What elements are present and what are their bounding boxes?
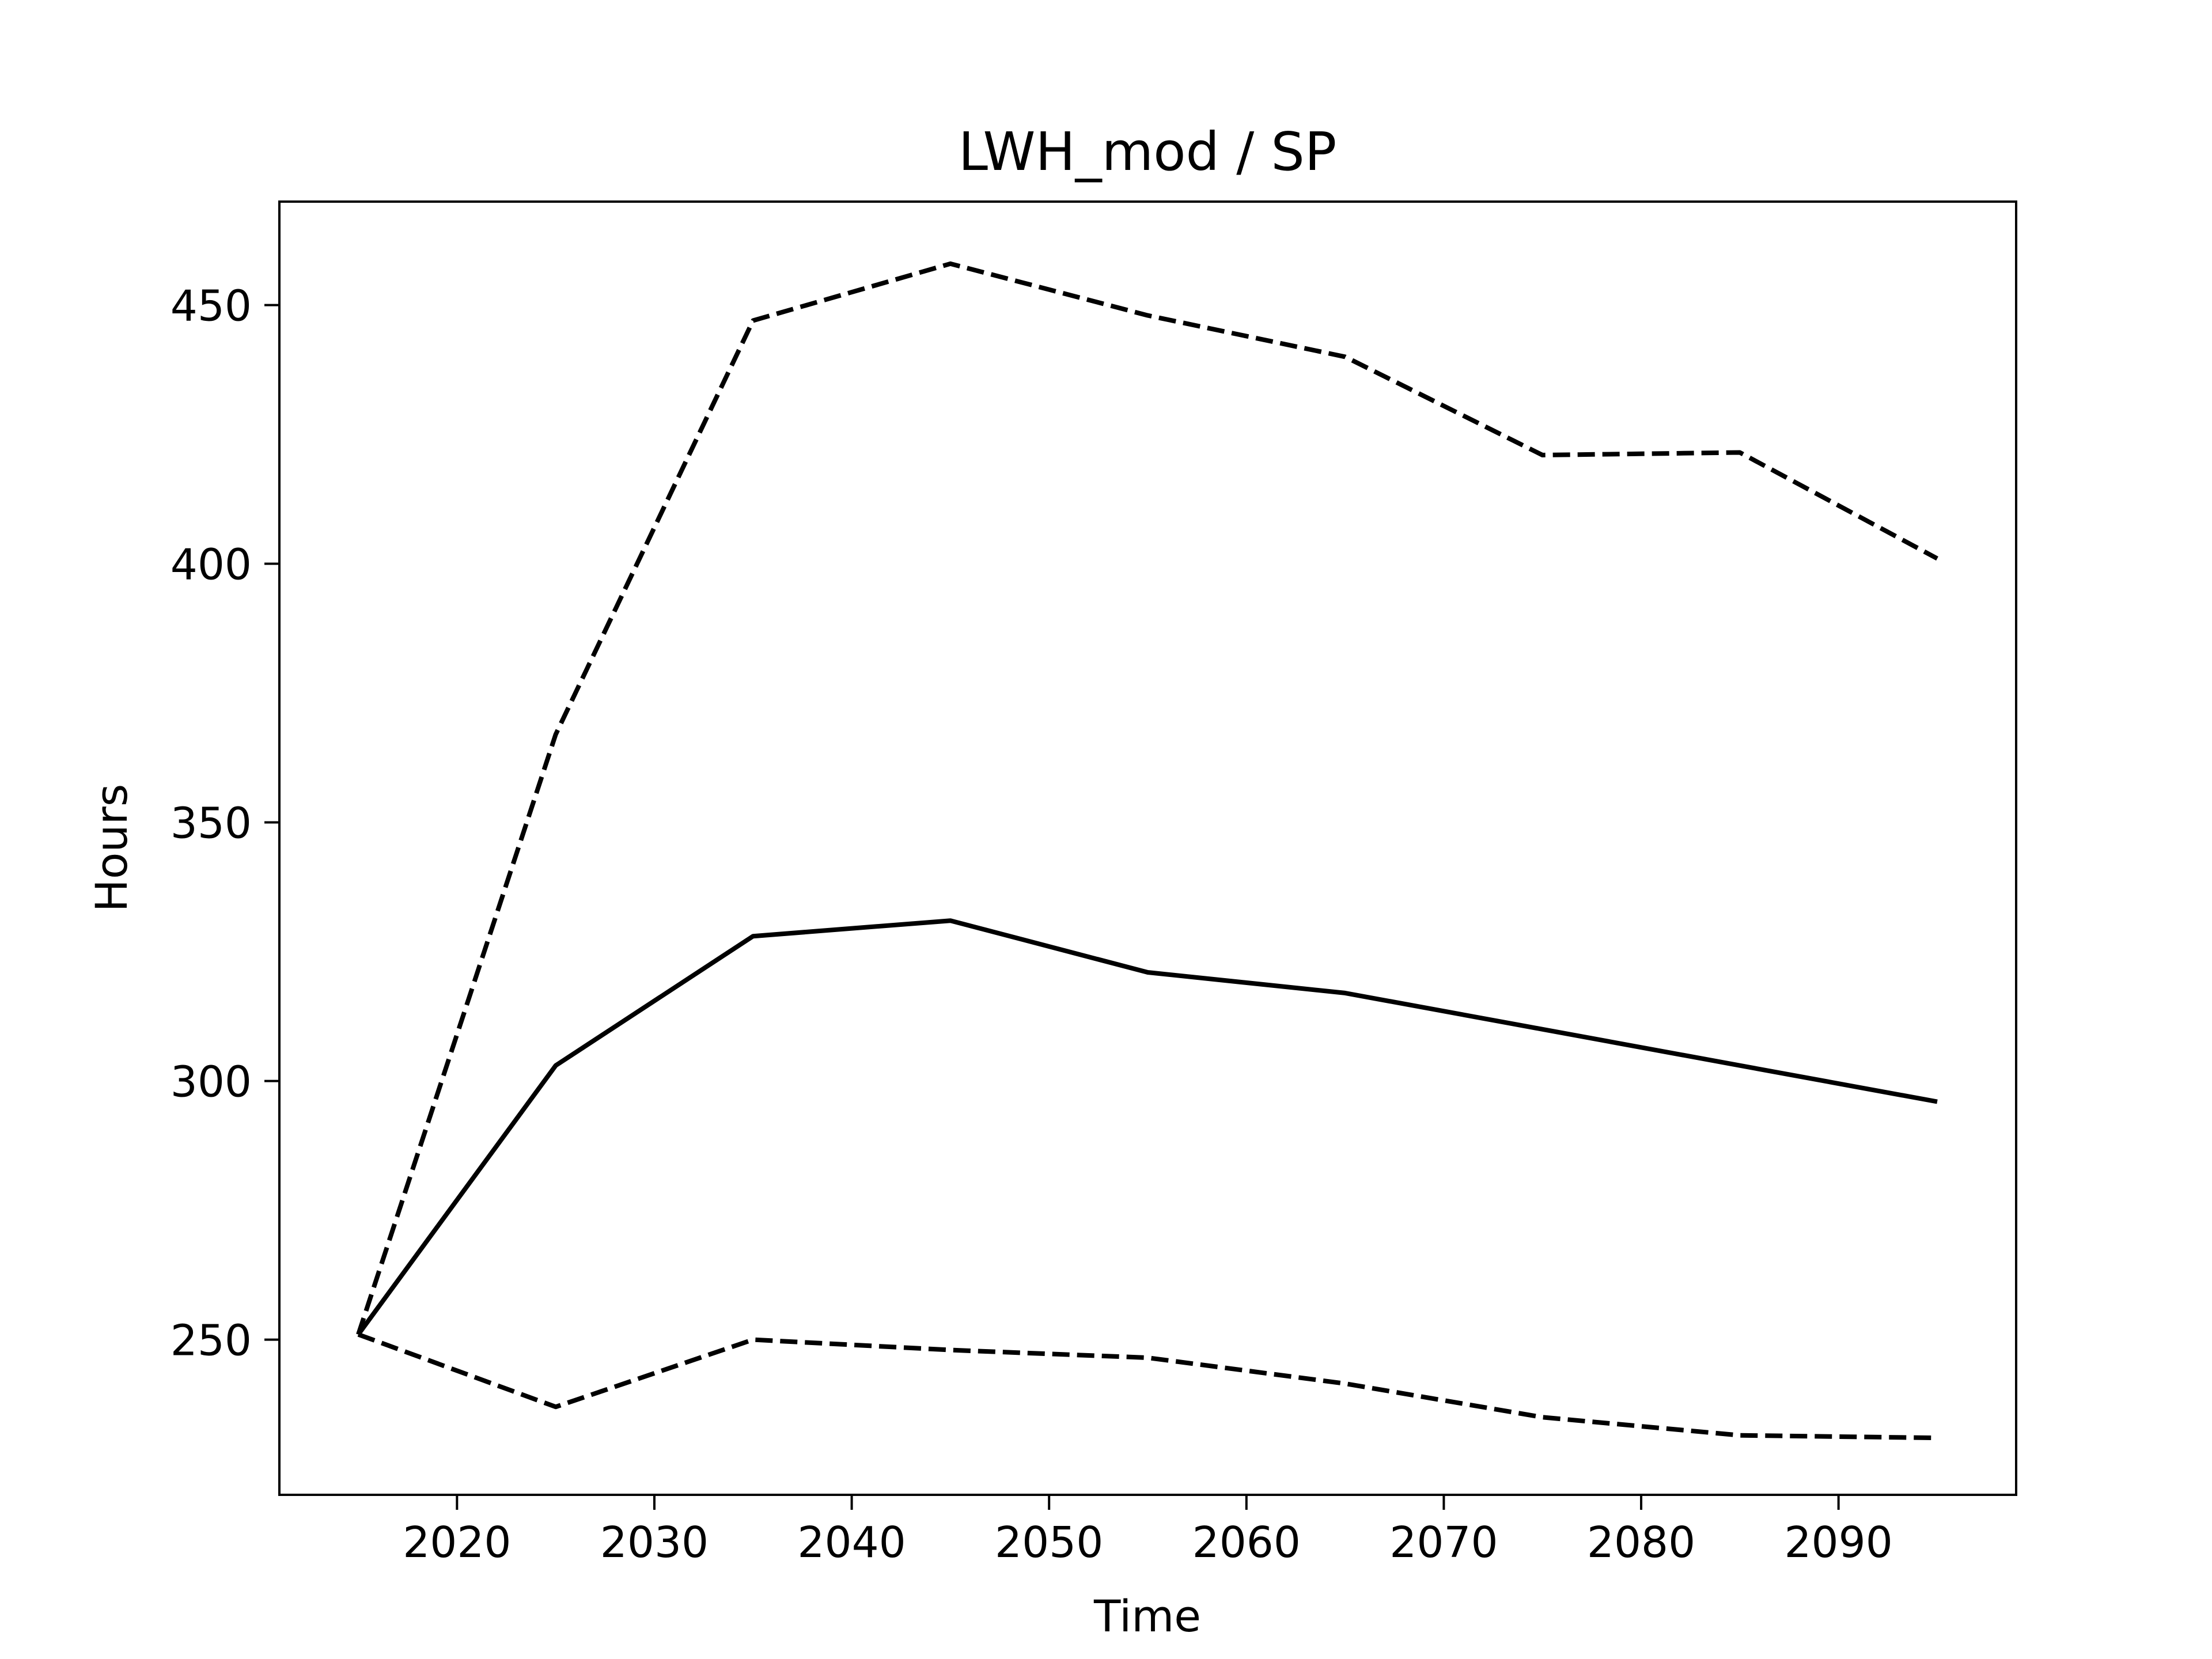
x-axis-label: Time [1093,1590,1201,1642]
y-tick-label: 250 [171,1316,252,1366]
series-line-2-solid [356,918,1938,1336]
x-axis: 2020 2030 2040 2050 2060 2070 2080 2090 [403,1495,1893,1567]
y-tick-label: 350 [171,799,252,849]
x-tick-label: 2090 [1784,1518,1892,1567]
x-tick-label: 2050 [995,1518,1103,1567]
series-layer [356,261,1938,1441]
x-tick-label: 2070 [1389,1518,1498,1567]
chart-title: LWH_mod / SP [959,121,1337,183]
y-axis: 250 300 350 400 450 [171,282,279,1366]
x-tick-label: 2020 [403,1518,511,1567]
y-tick-label: 300 [171,1058,252,1107]
y-tick-label: 400 [171,540,252,590]
series-line-3-dashed [357,1332,1938,1441]
y-axis-label: Hours [86,784,137,912]
series-line-1-dashed [356,261,1938,1335]
y-tick-label: 450 [171,282,252,331]
plot-frame [278,200,2017,1496]
x-tick-label: 2040 [797,1518,906,1567]
x-tick-label: 2030 [600,1518,709,1567]
x-tick-label: 2080 [1587,1518,1695,1567]
x-tick-label: 2060 [1192,1518,1301,1567]
